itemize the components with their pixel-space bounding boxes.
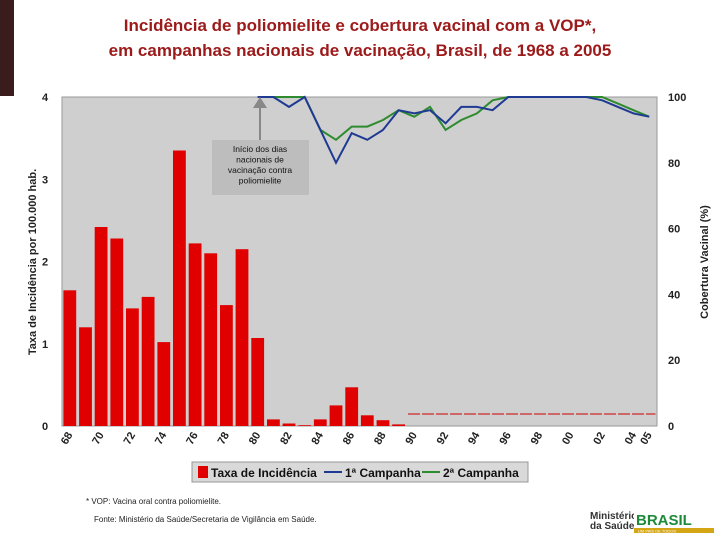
y-right-tick-80: 80 xyxy=(668,158,680,170)
bar-1968 xyxy=(63,290,77,426)
x-tick-78: 78 xyxy=(216,430,233,447)
y-left-tick-0: 0 xyxy=(42,421,48,433)
x-tick-98: 98 xyxy=(529,430,546,447)
bar-1989 xyxy=(392,424,405,426)
ministerio-saude-logo: Ministério da Saúde xyxy=(590,512,637,532)
bar-1975 xyxy=(173,150,186,426)
bar-1981 xyxy=(267,419,280,426)
bar-1982 xyxy=(282,423,296,426)
bar-1984 xyxy=(313,419,327,426)
x-tick-05: 05 xyxy=(638,430,655,447)
logo-text-line2: da Saúde xyxy=(590,521,635,532)
x-tick-76: 76 xyxy=(184,430,201,447)
legend-label-2a-campanha: 2ª Campanha xyxy=(443,466,519,480)
y-left-tick-1: 1 xyxy=(42,339,48,351)
legend-swatch-incidencia xyxy=(198,466,208,478)
x-tick-92: 92 xyxy=(435,430,452,447)
bar-1985 xyxy=(329,405,343,426)
corner-decoration xyxy=(0,0,14,96)
x-tick-70: 70 xyxy=(90,430,107,447)
footnote-vop: * VOP: Vacina oral contra poliomielite. xyxy=(86,497,222,506)
x-tick-88: 88 xyxy=(372,430,389,447)
y-right-tick-40: 40 xyxy=(668,289,680,301)
x-tick-90: 90 xyxy=(403,430,420,447)
bar-1976 xyxy=(188,243,202,426)
x-tick-86: 86 xyxy=(341,430,358,447)
bar-1974 xyxy=(157,342,171,426)
x-tick-84: 84 xyxy=(310,429,327,446)
y-right-tick-20: 20 xyxy=(668,355,680,367)
bar-1980 xyxy=(251,338,265,426)
y-right-tick-60: 60 xyxy=(668,224,680,236)
y-left-tick-2: 2 xyxy=(42,257,48,269)
brasil-logo-text: BRASIL xyxy=(636,512,692,529)
brasil-logo-slogan: UM PAÍS DE TODOS xyxy=(638,529,676,534)
logo-text-line1: Ministério xyxy=(590,511,638,522)
bar-1978 xyxy=(220,305,233,426)
bar-1986 xyxy=(345,387,359,426)
y-left-axis-label: Taxa de Incidência por 100.000 hab. xyxy=(27,169,39,355)
bar-1977 xyxy=(204,253,218,426)
y-right-axis-label: Cobertura Vacinal (%) xyxy=(699,205,711,319)
bar-1983 xyxy=(298,425,312,426)
bar-1969 xyxy=(79,327,92,426)
annotation-text: Início dos dias nacionais de vacinação con… xyxy=(228,144,293,186)
annotation-arrowhead xyxy=(253,97,267,108)
brasil-logo: BRASIL UM PAÍS DE TODOS xyxy=(634,512,714,534)
y-right-tick-0: 0 xyxy=(668,421,674,433)
bar-1979 xyxy=(235,249,249,426)
legend-label-1a-campanha: 1ª Campanha xyxy=(345,466,421,480)
x-tick-82: 82 xyxy=(278,430,295,447)
y-left-tick-4: 4 xyxy=(42,92,49,104)
bar-1971 xyxy=(110,238,124,426)
y-left-tick-3: 3 xyxy=(42,174,48,186)
x-tick-72: 72 xyxy=(122,430,139,447)
chart-title-line1: Incidência de poliomielite e cobertura v… xyxy=(123,16,597,35)
line-1a-campanha xyxy=(257,95,650,166)
footnote-source: Fonte: Ministério da Saúde/Secretaria de… xyxy=(94,515,317,524)
bar-1987 xyxy=(360,415,374,426)
x-tick-96: 96 xyxy=(497,430,514,447)
x-tick-02: 02 xyxy=(591,430,608,447)
bar-1970 xyxy=(94,227,108,426)
x-tick-04: 04 xyxy=(623,429,640,446)
x-tick-74: 74 xyxy=(153,429,170,446)
x-tick-68: 68 xyxy=(59,430,76,447)
y-right-tick-100: 100 xyxy=(668,92,686,104)
chart-title-line2: em campanhas nacionais de vacinação, Bra… xyxy=(108,41,612,60)
bar-1973 xyxy=(141,296,155,426)
x-tick-94: 94 xyxy=(466,429,483,446)
legend-label-incidencia: Taxa de Incidência xyxy=(211,466,317,480)
bar-1972 xyxy=(126,308,139,426)
legend-box xyxy=(191,461,529,483)
bar-1988 xyxy=(376,420,390,426)
x-tick-80: 80 xyxy=(247,430,264,447)
x-tick-00: 00 xyxy=(560,430,577,447)
annotation-box xyxy=(212,140,309,195)
